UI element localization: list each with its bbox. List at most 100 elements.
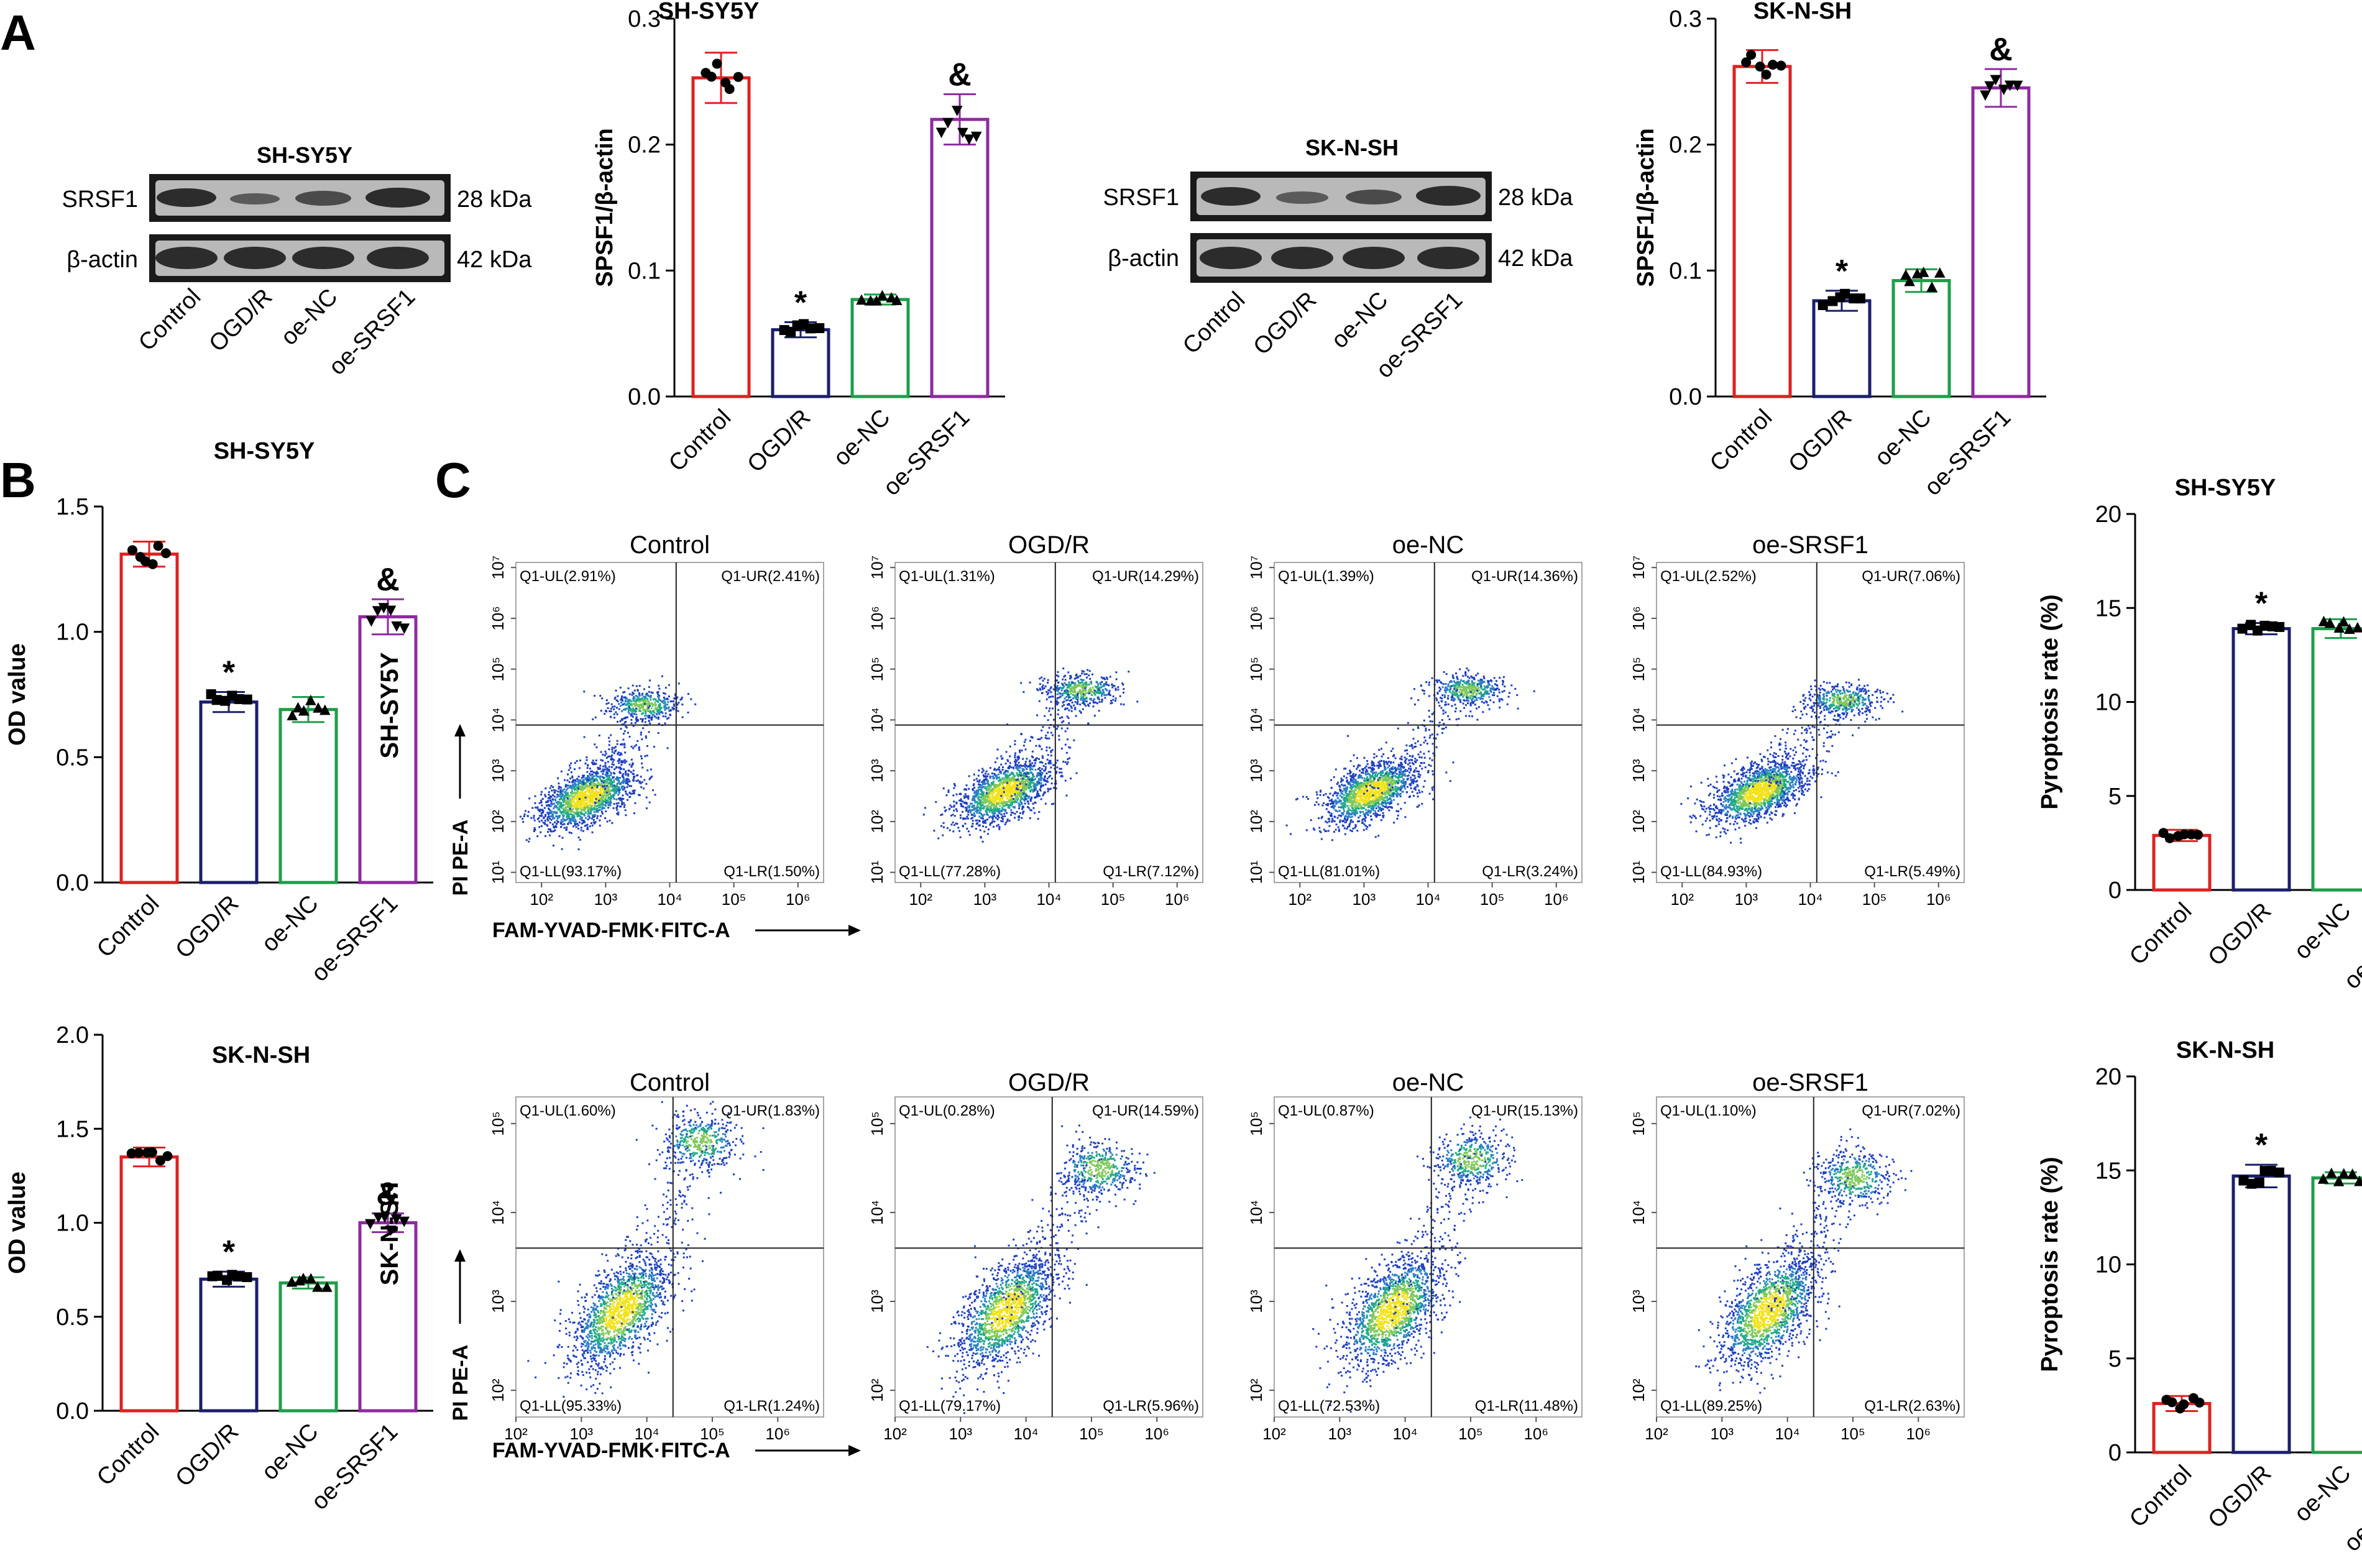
event-dot: [978, 769, 980, 772]
data-point: [2318, 615, 2330, 626]
event-dot: [570, 771, 572, 774]
event-dot: [687, 692, 689, 695]
blot-lane-label: Control: [134, 284, 206, 356]
y-tick-label: 10²: [489, 810, 507, 833]
event-dot: [547, 813, 549, 815]
event-dot: [967, 830, 970, 833]
event-dot: [960, 803, 962, 805]
event-dot: [632, 707, 635, 710]
event-dot: [607, 756, 609, 758]
event-dot: [998, 766, 1000, 769]
event-dot: [579, 802, 582, 804]
event-dot: [947, 789, 950, 792]
event-dot: [1006, 782, 1009, 784]
event-dot: [618, 777, 620, 779]
event-dot: [604, 779, 606, 782]
event-dot: [658, 709, 661, 712]
event-dot: [599, 783, 602, 786]
event-dot: [1019, 804, 1021, 806]
event-dot: [566, 818, 568, 820]
event-dot: [690, 698, 692, 700]
event-dot: [993, 807, 995, 809]
event-dot: [1001, 807, 1003, 809]
event-dot: [678, 682, 680, 685]
event-dot: [1024, 802, 1026, 805]
event-dot: [572, 795, 575, 798]
event-dot: [668, 684, 670, 686]
bar: [358, 615, 418, 884]
event-dot: [1072, 687, 1075, 689]
event-dot: [1022, 691, 1025, 694]
event-dot: [641, 763, 643, 765]
event-dot: [1086, 676, 1088, 679]
event-dot: [624, 771, 627, 774]
event-dot: [613, 794, 615, 797]
event-dot: [570, 832, 572, 834]
event-dot: [1016, 797, 1019, 799]
event-dot: [1075, 677, 1078, 679]
event-dot: [953, 787, 955, 789]
event-dot: [1012, 772, 1014, 774]
event-dot: [613, 768, 616, 771]
event-dot: [632, 703, 634, 705]
event-dot: [577, 784, 579, 786]
bar: [119, 1155, 179, 1413]
event-dot: [681, 704, 684, 706]
chart-title: SH-SY5Y: [214, 438, 315, 464]
event-dot: [589, 782, 591, 785]
event-dot: [1090, 697, 1092, 700]
event-dot: [1048, 727, 1050, 729]
y-tick-label: 10⁵: [489, 657, 507, 682]
event-dot: [579, 838, 582, 841]
event-dot: [1019, 812, 1021, 814]
event-dot: [1085, 673, 1088, 676]
event-dot: [1356, 757, 1358, 759]
event-dot: [1016, 795, 1019, 797]
event-dot: [1315, 801, 1318, 804]
event-dot: [962, 810, 964, 813]
event-dot: [1043, 687, 1045, 689]
event-dot: [589, 798, 592, 800]
event-dot: [577, 787, 580, 790]
event-dot: [595, 778, 597, 781]
event-dot: [1028, 764, 1031, 767]
event-dot: [594, 805, 596, 807]
event-dot: [525, 839, 528, 841]
event-dot: [1079, 674, 1082, 677]
event-dot: [589, 811, 591, 814]
event-dot: [1009, 773, 1011, 776]
event-dot: [1103, 678, 1106, 681]
event-dot: [1057, 708, 1060, 711]
event-dot: [1096, 702, 1099, 705]
event-dot: [602, 804, 604, 806]
event-dot: [581, 797, 584, 799]
event-dot: [985, 826, 987, 828]
event-dot: [623, 730, 626, 733]
event-dot: [1016, 799, 1019, 801]
blot-kda-label: 28 kDa: [457, 186, 532, 213]
event-dot: [658, 684, 660, 687]
event-dot: [563, 798, 565, 800]
event-dot: [1421, 791, 1423, 793]
y-axis-label: Pyroptosis rate (%): [2037, 1157, 2063, 1372]
event-dot: [1013, 797, 1015, 800]
blot-row-label: β-actin: [67, 247, 138, 273]
event-dot: [1009, 745, 1011, 748]
event-dot: [987, 828, 990, 831]
event-dot: [1087, 722, 1090, 725]
event-dot: [969, 810, 972, 813]
y-tick-label: 10⁵: [868, 657, 886, 682]
event-dot: [1006, 778, 1009, 781]
event-dot: [615, 798, 618, 800]
event-dot: [969, 802, 972, 805]
event-dot: [1031, 773, 1034, 776]
event-dot: [616, 743, 618, 745]
event-dot: [995, 800, 997, 803]
event-dot: [574, 823, 576, 826]
event-dot: [630, 745, 633, 748]
event-dot: [1117, 686, 1119, 689]
event-dot: [624, 791, 627, 793]
event-dot: [620, 743, 622, 746]
event-dot: [1020, 793, 1022, 795]
event-dot: [654, 794, 656, 796]
